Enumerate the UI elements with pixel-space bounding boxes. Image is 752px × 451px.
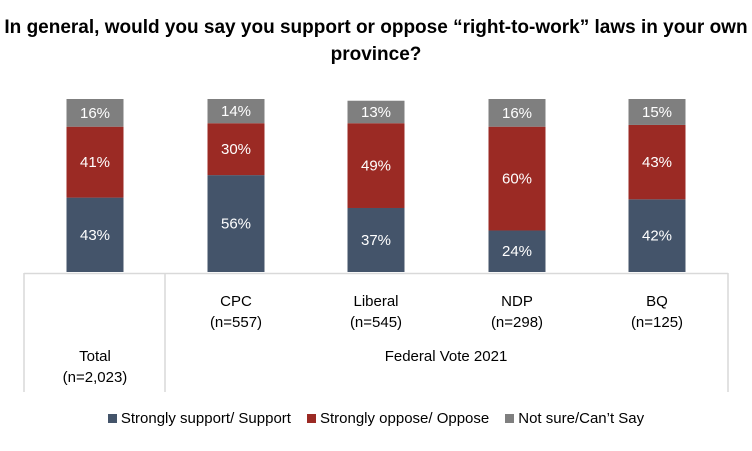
data-label: 16% xyxy=(502,105,532,122)
bar-segment xyxy=(347,100,405,124)
data-label: 24% xyxy=(502,243,532,260)
data-label: 43% xyxy=(642,154,672,171)
bar-segment xyxy=(66,197,124,272)
group-label: Federal Vote 2021 xyxy=(385,348,508,365)
bar-segment xyxy=(66,126,124,198)
legend-label: Not sure/Can’t Say xyxy=(518,410,645,427)
data-label: 41% xyxy=(80,154,110,171)
bar-segment xyxy=(347,207,405,272)
category-label: (n=545) xyxy=(350,314,402,331)
legend-swatch xyxy=(505,414,515,423)
bar-segment xyxy=(488,99,546,127)
legend-label: Strongly support/ Support xyxy=(120,410,291,427)
legend-swatch xyxy=(107,414,117,423)
category-label: (n=2,023) xyxy=(63,369,128,386)
legend-item: Not sure/Can’t Say xyxy=(505,410,644,427)
category-label: BQ xyxy=(646,293,668,310)
data-label: 56% xyxy=(221,216,251,233)
bar-segment xyxy=(207,99,265,124)
category-label: Total xyxy=(79,348,111,365)
category-label: NDP xyxy=(501,293,533,310)
category-label: CPC xyxy=(220,293,252,310)
category-label: (n=557) xyxy=(210,314,262,331)
bar-segment xyxy=(207,175,265,272)
data-label: 37% xyxy=(361,232,391,249)
bar-segment xyxy=(628,199,686,272)
chart-title: In general, would you say you support or… xyxy=(4,17,748,65)
legend-item: Strongly oppose/ Oppose xyxy=(306,410,490,427)
bar-segment xyxy=(488,230,546,272)
legend-item: Strongly support/ Support xyxy=(107,410,291,427)
bar-segment xyxy=(628,124,686,200)
bar-segment xyxy=(207,123,265,176)
category-label: Liberal xyxy=(353,293,398,310)
bar-segment xyxy=(347,123,405,208)
data-label: 30% xyxy=(221,141,251,158)
legend: Strongly support/ Support Strongly oppose… xyxy=(0,410,752,427)
data-label: 14% xyxy=(221,103,251,120)
data-label: 15% xyxy=(642,104,672,121)
data-label: 16% xyxy=(80,105,110,122)
data-label: 42% xyxy=(642,228,672,245)
bar-segment xyxy=(66,99,124,127)
data-label: 43% xyxy=(80,227,110,244)
bar-segment xyxy=(488,126,546,231)
category-label: (n=298) xyxy=(491,314,543,331)
data-label: 13% xyxy=(361,104,391,121)
data-label: 49% xyxy=(361,158,391,175)
category-label: (n=125) xyxy=(631,314,683,331)
legend-label: Strongly oppose/ Oppose xyxy=(319,410,490,427)
bar-segment xyxy=(628,99,686,125)
legend-swatch xyxy=(306,414,316,423)
data-label: 60% xyxy=(502,171,532,188)
